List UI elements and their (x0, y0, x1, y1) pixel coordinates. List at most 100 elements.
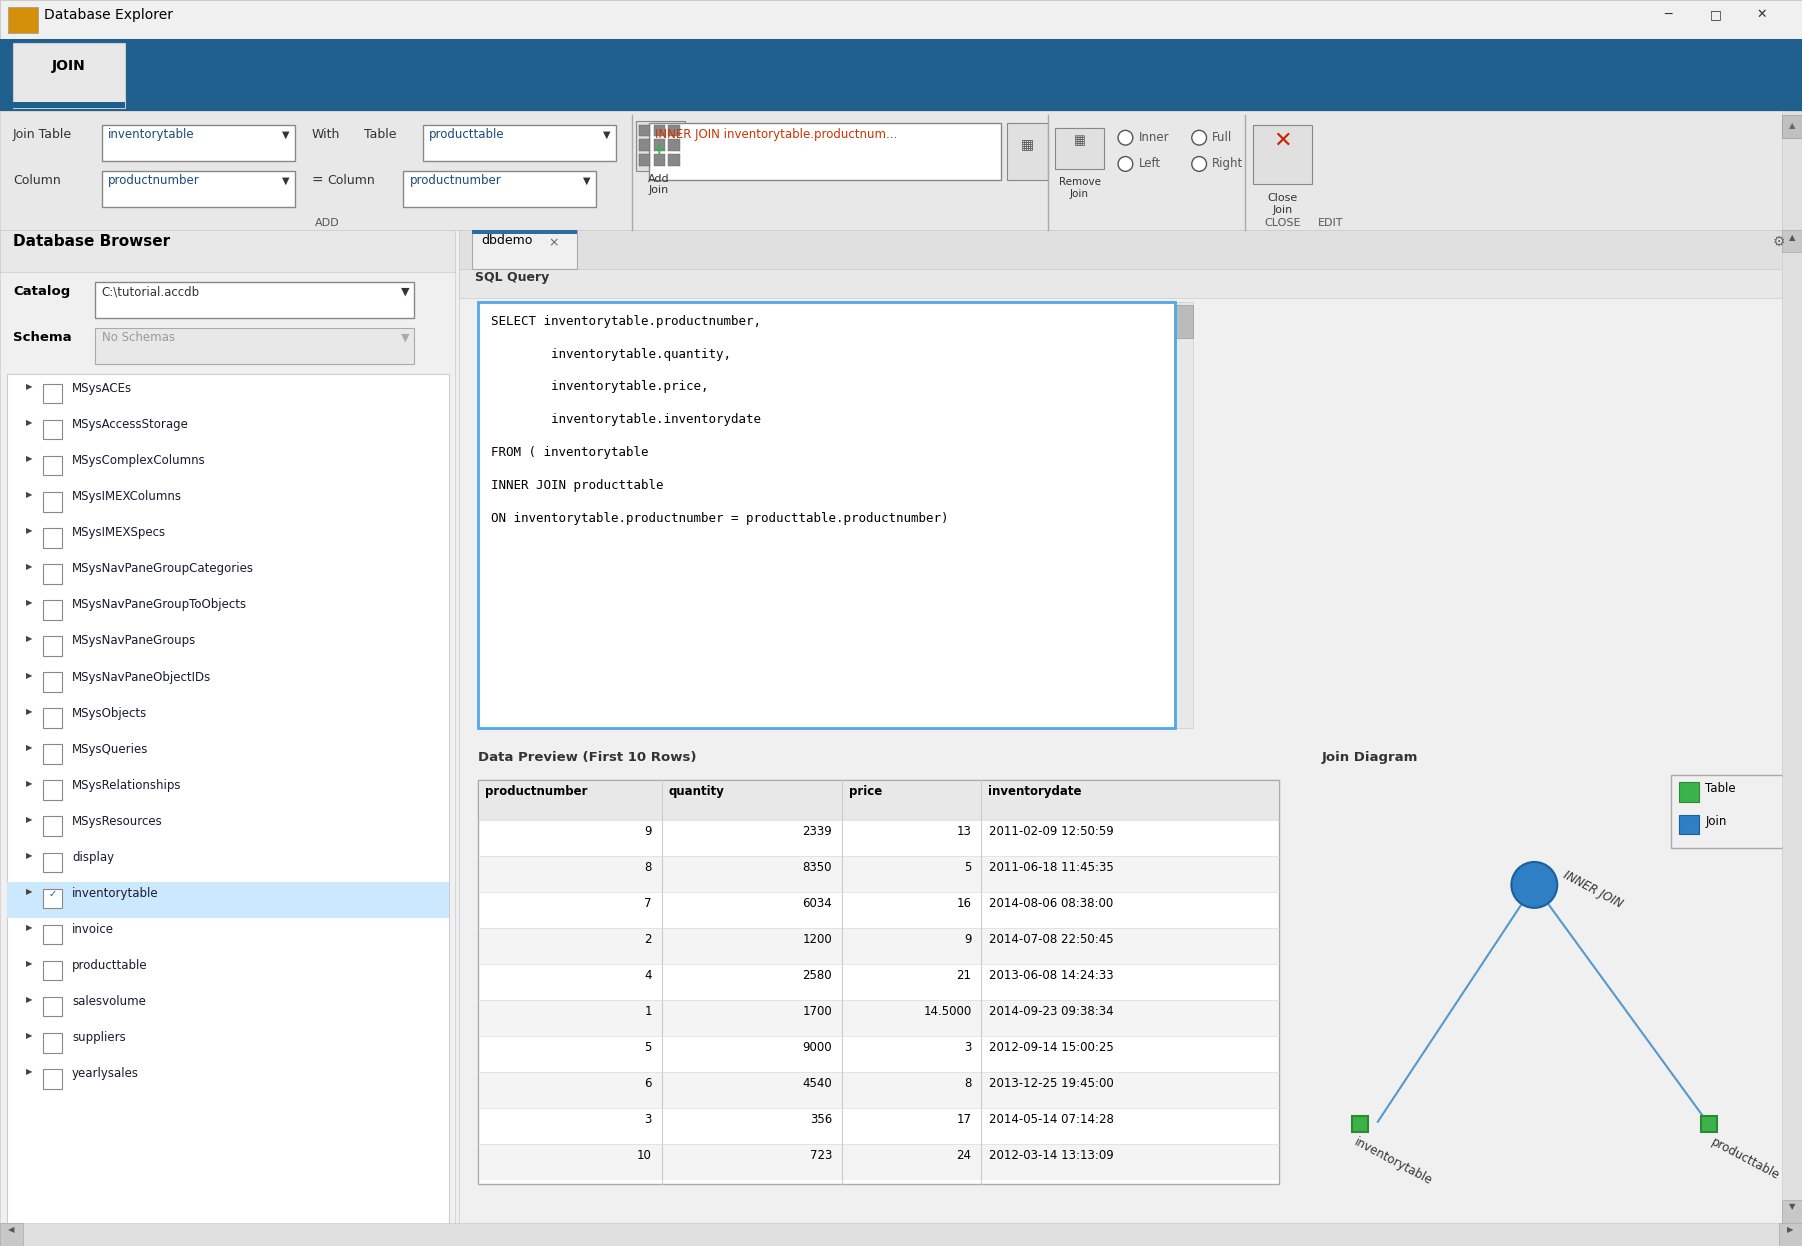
Text: MSysIMEXSpecs: MSysIMEXSpecs (72, 526, 166, 540)
Text: productnumber: productnumber (485, 785, 587, 799)
Text: Join Table: Join Table (13, 128, 72, 141)
Text: Left: Left (1139, 157, 1160, 171)
FancyBboxPatch shape (0, 1224, 1802, 1246)
Text: 8: 8 (645, 861, 652, 873)
Text: 6: 6 (645, 1077, 652, 1090)
Text: Table: Table (1705, 782, 1735, 795)
FancyBboxPatch shape (404, 171, 596, 207)
FancyBboxPatch shape (43, 744, 63, 764)
Text: 2: 2 (645, 933, 652, 946)
Text: MSysComplexColumns: MSysComplexColumns (72, 454, 205, 467)
FancyBboxPatch shape (43, 961, 63, 981)
FancyBboxPatch shape (43, 780, 63, 800)
Text: inventorytable.quantity,: inventorytable.quantity, (492, 348, 732, 360)
FancyBboxPatch shape (423, 125, 616, 161)
FancyBboxPatch shape (43, 816, 63, 836)
FancyBboxPatch shape (0, 229, 456, 272)
Text: EDIT: EDIT (1317, 218, 1342, 228)
Text: price: price (849, 785, 881, 799)
Text: 7: 7 (645, 897, 652, 910)
FancyBboxPatch shape (1007, 123, 1049, 181)
Text: ▼: ▼ (402, 287, 409, 297)
FancyBboxPatch shape (0, 229, 456, 1246)
Text: Column: Column (13, 173, 61, 187)
FancyBboxPatch shape (669, 140, 679, 151)
Text: ▼: ▼ (1789, 1201, 1795, 1211)
Text: MSysRelationships: MSysRelationships (72, 779, 182, 791)
FancyBboxPatch shape (43, 528, 63, 547)
Text: quantity: quantity (669, 785, 724, 799)
Text: productnumber: productnumber (409, 173, 501, 187)
Text: inventorydate: inventorydate (987, 785, 1081, 799)
Text: 9: 9 (645, 825, 652, 837)
Text: 2011-06-18 11:45:35: 2011-06-18 11:45:35 (989, 861, 1114, 873)
Text: ▦: ▦ (1074, 135, 1085, 147)
Text: MSysIMEXColumns: MSysIMEXColumns (72, 490, 182, 503)
Text: MSysResources: MSysResources (72, 815, 162, 827)
Text: 24: 24 (957, 1149, 971, 1163)
FancyBboxPatch shape (654, 125, 665, 136)
Text: 13: 13 (957, 825, 971, 837)
Text: Join Diagram: Join Diagram (1323, 751, 1418, 764)
Text: INNER JOIN: INNER JOIN (1561, 868, 1624, 911)
Text: Join: Join (1705, 815, 1726, 827)
Text: Close
Join: Close Join (1267, 193, 1297, 216)
Circle shape (1191, 157, 1207, 172)
FancyBboxPatch shape (9, 6, 38, 32)
Text: SELECT inventorytable.productnumber,: SELECT inventorytable.productnumber, (492, 315, 762, 328)
FancyBboxPatch shape (1352, 1116, 1368, 1133)
Text: ✕: ✕ (1274, 131, 1292, 151)
Text: 1700: 1700 (802, 1006, 833, 1018)
Text: ▶: ▶ (27, 383, 32, 391)
FancyBboxPatch shape (669, 125, 679, 136)
Text: ▶: ▶ (27, 526, 32, 536)
Text: 2014-09-23 09:38:34: 2014-09-23 09:38:34 (989, 1006, 1114, 1018)
Text: 2011-02-09 12:50:59: 2011-02-09 12:50:59 (989, 825, 1114, 837)
FancyBboxPatch shape (1782, 111, 1802, 229)
Text: 356: 356 (809, 1113, 833, 1126)
FancyBboxPatch shape (96, 328, 414, 364)
Text: 9000: 9000 (802, 1042, 833, 1054)
Text: ▶: ▶ (27, 562, 32, 572)
FancyBboxPatch shape (43, 420, 63, 440)
Text: 2012-03-14 13:13:09: 2012-03-14 13:13:09 (989, 1149, 1114, 1163)
Text: CLOSE: CLOSE (1265, 218, 1301, 228)
Text: ▶: ▶ (27, 670, 32, 679)
Text: 3: 3 (645, 1113, 652, 1126)
FancyBboxPatch shape (1679, 782, 1699, 801)
Text: INNER JOIN inventorytable.productnum...: INNER JOIN inventorytable.productnum... (656, 128, 897, 141)
FancyBboxPatch shape (1670, 775, 1789, 847)
Text: 2580: 2580 (802, 969, 833, 982)
FancyBboxPatch shape (654, 140, 665, 151)
Text: dbdemo: dbdemo (481, 234, 533, 248)
Text: 21: 21 (957, 969, 971, 982)
FancyBboxPatch shape (1782, 115, 1802, 138)
Text: 9: 9 (964, 933, 971, 946)
FancyBboxPatch shape (1782, 1200, 1802, 1224)
Text: Data Preview (First 10 Rows): Data Preview (First 10 Rows) (478, 751, 697, 764)
Text: Schema: Schema (13, 331, 72, 344)
FancyBboxPatch shape (472, 229, 577, 269)
Text: 2014-07-08 22:50:45: 2014-07-08 22:50:45 (989, 933, 1114, 946)
Text: ⚙: ⚙ (1773, 234, 1786, 248)
Text: Table: Table (364, 128, 396, 141)
Text: 4: 4 (645, 969, 652, 982)
FancyBboxPatch shape (101, 171, 296, 207)
Text: ▶: ▶ (27, 706, 32, 715)
Text: C:\tutorial.accdb: C:\tutorial.accdb (101, 285, 200, 298)
Text: ▶: ▶ (27, 923, 32, 932)
FancyBboxPatch shape (460, 229, 1802, 1246)
Text: inventorytable.inventorydate: inventorytable.inventorydate (492, 414, 762, 426)
FancyBboxPatch shape (43, 997, 63, 1017)
Text: ▼: ▼ (281, 130, 290, 140)
Text: MSysACEs: MSysACEs (72, 383, 132, 395)
FancyBboxPatch shape (101, 125, 296, 161)
FancyBboxPatch shape (43, 384, 63, 404)
FancyBboxPatch shape (7, 374, 449, 1240)
Text: 723: 723 (809, 1149, 833, 1163)
FancyBboxPatch shape (479, 856, 1278, 892)
Text: salesvolume: salesvolume (72, 996, 146, 1008)
FancyBboxPatch shape (478, 780, 1279, 820)
Text: ▼: ▼ (604, 130, 611, 140)
Text: JOIN: JOIN (52, 59, 86, 72)
